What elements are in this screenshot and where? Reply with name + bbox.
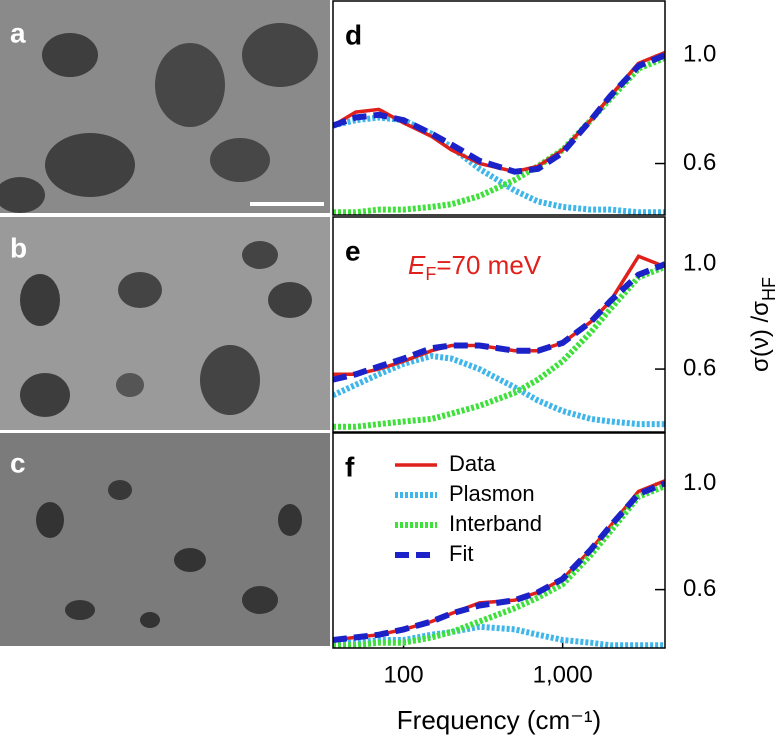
y-tick-label: 1.0 (683, 469, 716, 496)
panel-label: f (345, 451, 355, 482)
x-tick-label: 1,000 (533, 661, 593, 688)
plot-frame (332, 432, 666, 649)
y-axis-title-part: σ(ν) /σ (747, 301, 774, 372)
legend-label: Plasmon (449, 481, 535, 506)
panel-label: b (10, 232, 27, 263)
legend-label: Interband (449, 511, 542, 536)
y-tick-label: 1.0 (683, 250, 716, 277)
series-line (333, 261, 665, 383)
x-axis-title: Frequency (cm⁻¹) (397, 705, 601, 735)
panel-label: c (10, 447, 26, 478)
plot-frame (332, 0, 666, 216)
panel-label: a (10, 17, 26, 48)
sem-image-c (0, 433, 330, 646)
series-line (333, 264, 665, 430)
annotation: EF=70 meV (408, 250, 542, 284)
sem-image-a (0, 0, 330, 213)
series-line (333, 52, 665, 175)
plot-lines (333, 254, 665, 430)
series-line (333, 480, 665, 643)
series-line (333, 55, 665, 215)
y-tick-label: 0.6 (683, 354, 716, 381)
y-tick-label: 0.6 (683, 149, 716, 176)
legend-label: Data (449, 451, 496, 476)
plot-frame (332, 216, 666, 433)
series-line (333, 483, 665, 648)
y-axis-title-sub: HF (759, 277, 779, 301)
plot-lines (333, 479, 665, 648)
annotation-part: =70 meV (436, 250, 541, 280)
x-tick-label: 100 (384, 661, 424, 688)
panel-label: e (345, 235, 361, 266)
series-line (333, 50, 665, 174)
y-axis-title: σ(ν) /σHF (747, 277, 778, 372)
y-tick-label: 1.0 (683, 41, 716, 68)
sem-image-b (0, 217, 330, 430)
legend-label: Fit (449, 541, 473, 566)
annotation-part: E (408, 250, 426, 280)
panel-label: d (345, 19, 362, 50)
annotation-sub: F (425, 264, 436, 284)
series-line (333, 352, 665, 428)
y-tick-label: 0.6 (683, 575, 716, 602)
plot-lines (333, 50, 665, 215)
